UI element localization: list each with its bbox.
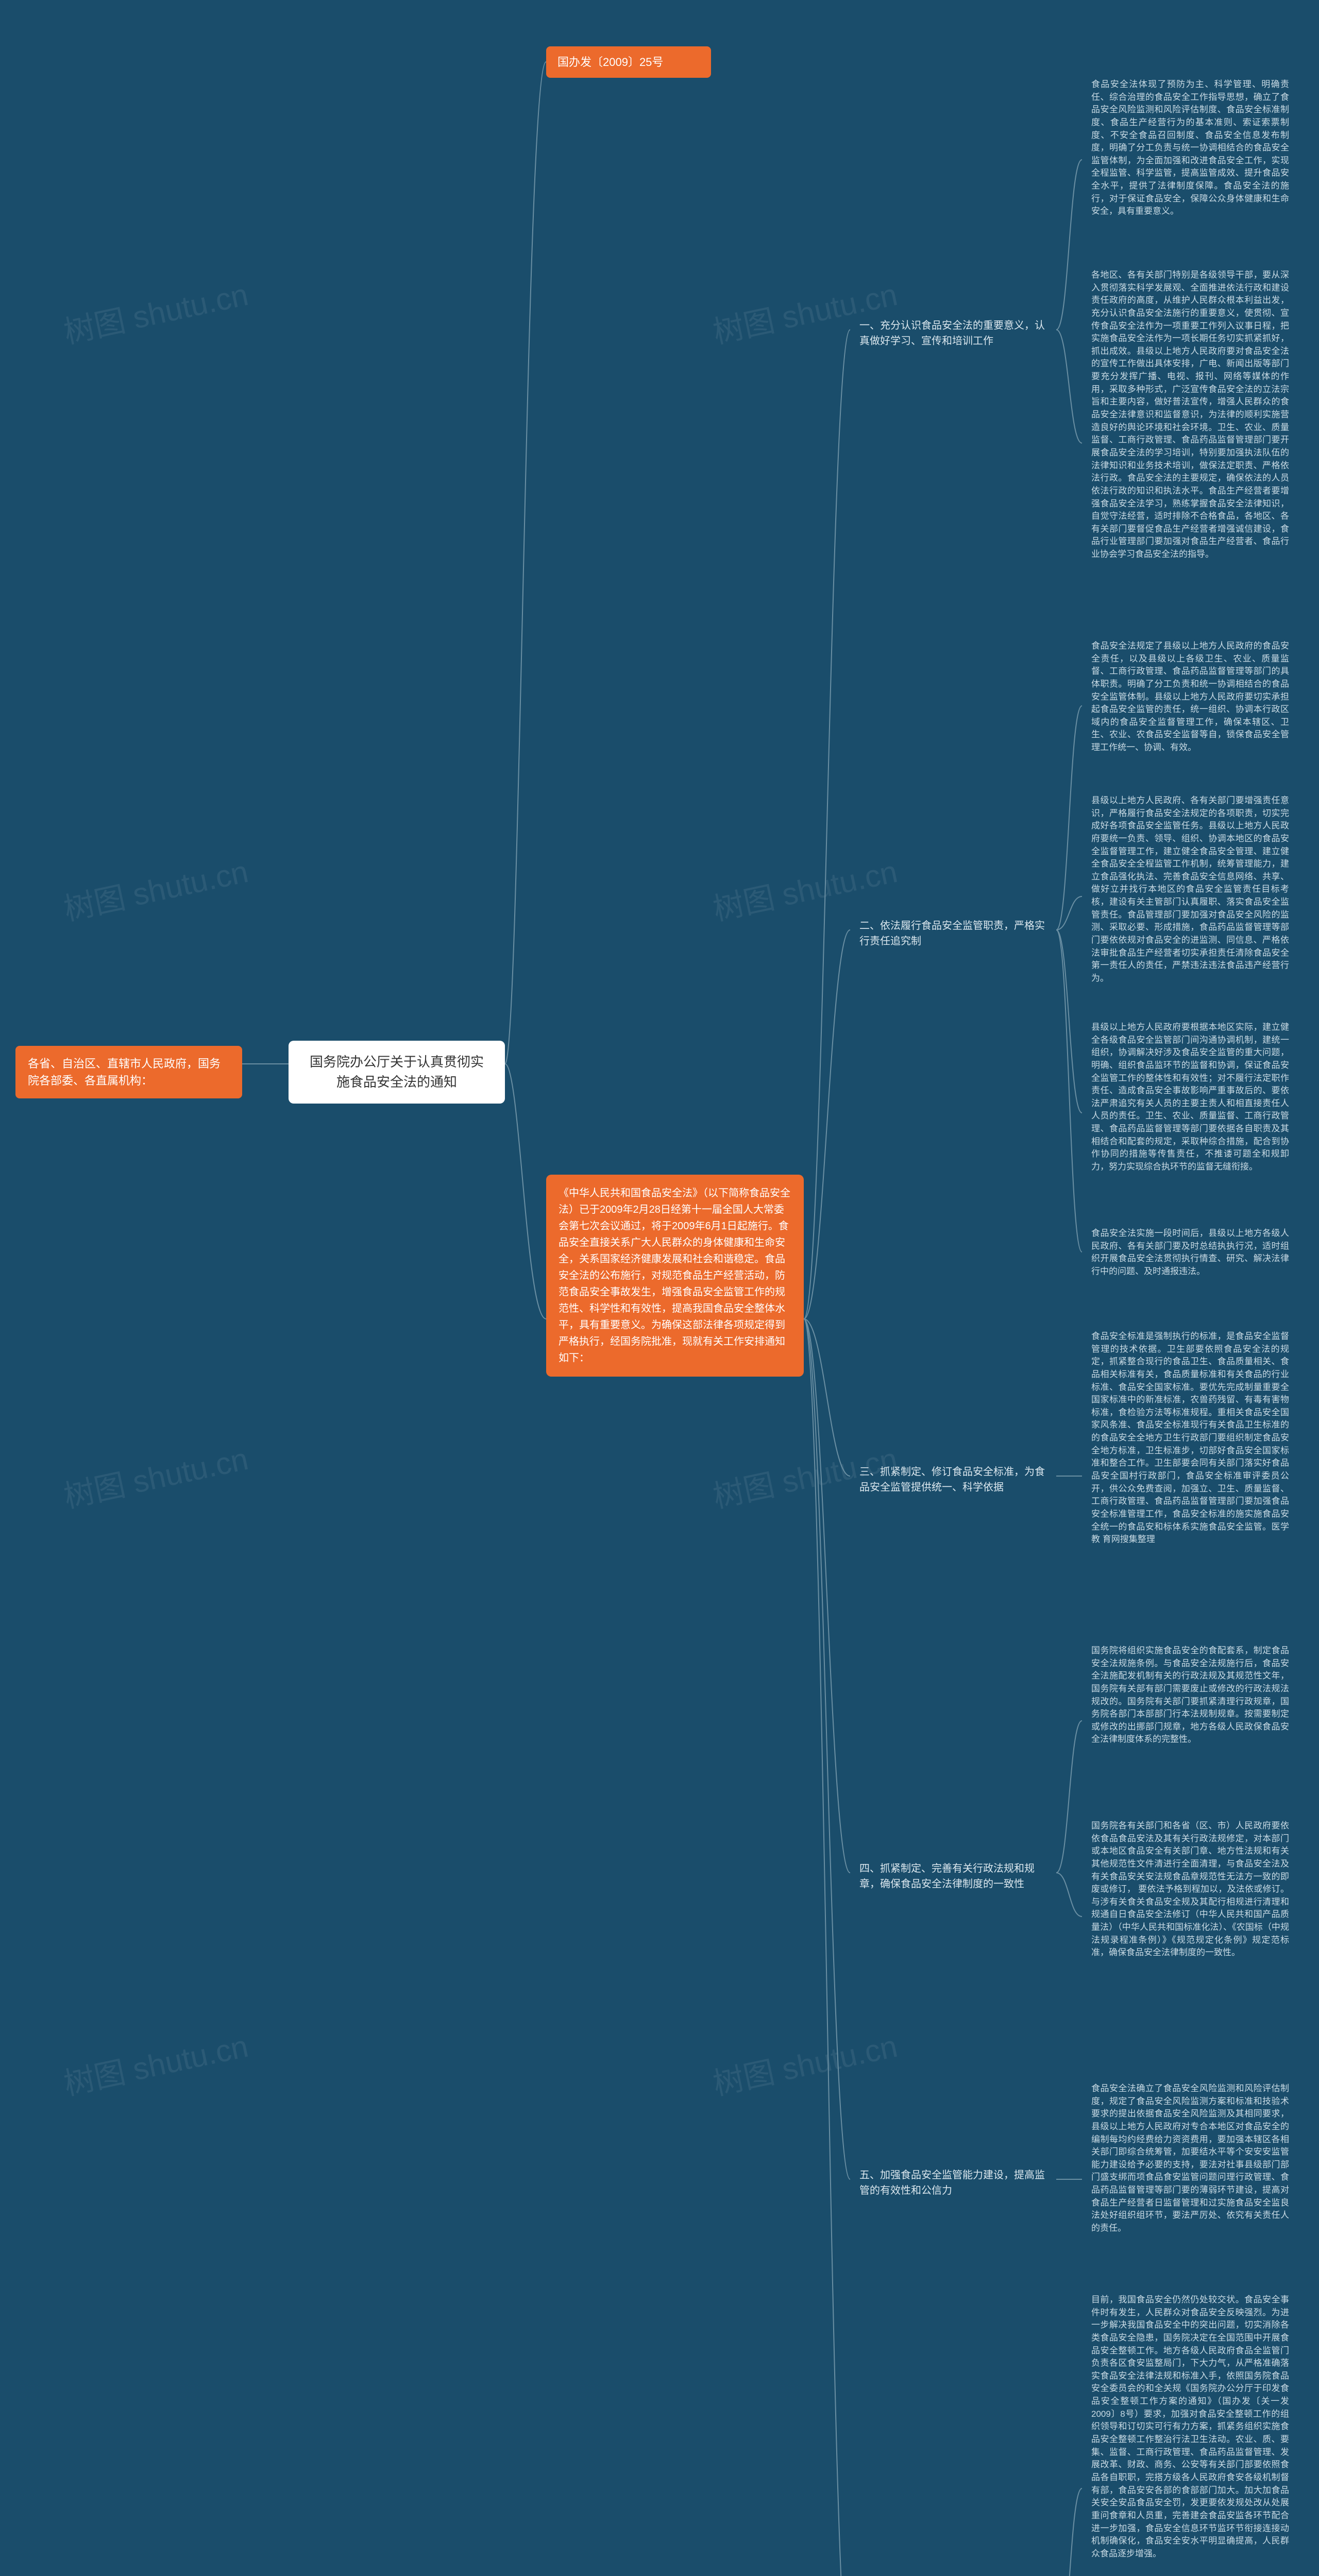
section-node-1[interactable]: 一、充分认识食品安全法的重要意义，认真做好学习、宣传和培训工作 bbox=[850, 312, 1056, 355]
watermark: 树图 shutu.cn bbox=[59, 846, 252, 929]
leaf-node-2-2: 县级以上地方人民政府、各有关部门要增强责任意识，严格履行食品安全法规定的各项职责… bbox=[1082, 788, 1298, 991]
watermark: 树图 shutu.cn bbox=[59, 2021, 252, 2104]
leaf-node-1-2: 各地区、各有关部门特别是各级领导干部，要从深入贯彻落实科学发展观、全面推进依法行… bbox=[1082, 263, 1298, 567]
leaf-node-4-2: 国务院各有关部门和各省（区、市）人民政府要依依食品食品安法及其有关行政法规修定，… bbox=[1082, 1814, 1298, 1965]
leaf-node-5-1: 食品安全法确立了食品安全风险监测和风险评估制度，规定了食品安全风险监测方案和标准… bbox=[1082, 2076, 1298, 2241]
intro-node[interactable]: 《中华人民共和国食品安全法》（以下简称食品安全法）已于2009年2月28日经第十… bbox=[546, 1175, 804, 1377]
watermark: 树图 shutu.cn bbox=[59, 1434, 252, 1517]
watermark: 树图 shutu.cn bbox=[708, 2021, 901, 2104]
leaf-node-3-1: 食品安全标准是强制执行的标准，是食品安全监督管理的技术依据。卫生部要依照食品安全… bbox=[1082, 1324, 1298, 1552]
title-node[interactable]: 国务院办公厅关于认真贯彻实施食品安全法的通知 bbox=[289, 1041, 505, 1104]
leaf-node-6-1: 目前，我国食品安全仍然仍处较交状。食品安全事件时有发生，人民群众对食品安全反映强… bbox=[1082, 2287, 1298, 2566]
section-node-3[interactable]: 三、抓紧制定、修订食品安全标准，为食品安全监管提供统一、科学依据 bbox=[850, 1458, 1056, 1501]
doc-number-node[interactable]: 国办发〔2009〕25号 bbox=[546, 46, 711, 78]
root-node[interactable]: 各省、自治区、直辖市人民政府，国务院各部委、各直属机构： bbox=[15, 1046, 242, 1098]
leaf-node-1-1: 食品安全法体现了预防为主、科学管理、明确责任、综合治理的食品安全工作指导思想，确… bbox=[1082, 72, 1298, 224]
watermark: 树图 shutu.cn bbox=[59, 269, 252, 352]
section-node-2[interactable]: 二、依法履行食品安全监管职责，严格实行责任追究制 bbox=[850, 912, 1056, 955]
leaf-node-4-1: 国务院将组织实施食品安全的食配套系，制定食品安全法规施条例。与食品安全法规施行后… bbox=[1082, 1638, 1298, 1752]
section-node-5[interactable]: 五、加强食品安全监管能力建设，提高监管的有效性和公信力 bbox=[850, 2161, 1056, 2205]
leaf-node-2-3: 县级以上地方人民政府要根据本地区实际，建立健全各级食品安全监管部门间沟通协调机制… bbox=[1082, 1015, 1298, 1180]
leaf-node-2-4: 食品安全法实施一段时间后，县级以上地方各级人民政府、各有关部门要及时总结执执行况… bbox=[1082, 1221, 1298, 1284]
section-node-4[interactable]: 四、抓紧制定、完善有关行政法规和规章，确保食品安全法律制度的一致性 bbox=[850, 1855, 1056, 1898]
leaf-node-2-1: 食品安全法规定了县级以上地方人民政府的食品安全责任，以及县级以上各级卫生、农业、… bbox=[1082, 634, 1298, 760]
